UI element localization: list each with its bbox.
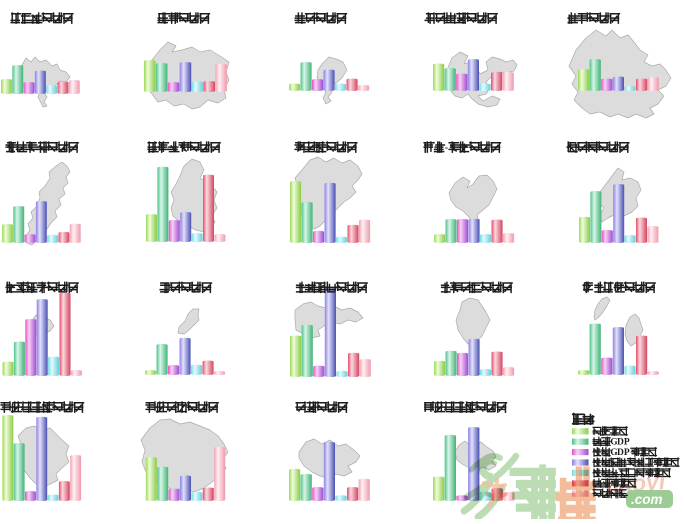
svg-text:G: G [610, 437, 618, 447]
svg-text:.com: .com [631, 492, 663, 507]
svg-text:D: D [617, 448, 624, 458]
svg-text:D: D [617, 437, 624, 447]
svg-text:P: P [624, 437, 630, 447]
svg-text:P: P [624, 448, 630, 458]
svg-text:-: - [445, 143, 449, 154]
svg-text:G: G [610, 448, 618, 458]
